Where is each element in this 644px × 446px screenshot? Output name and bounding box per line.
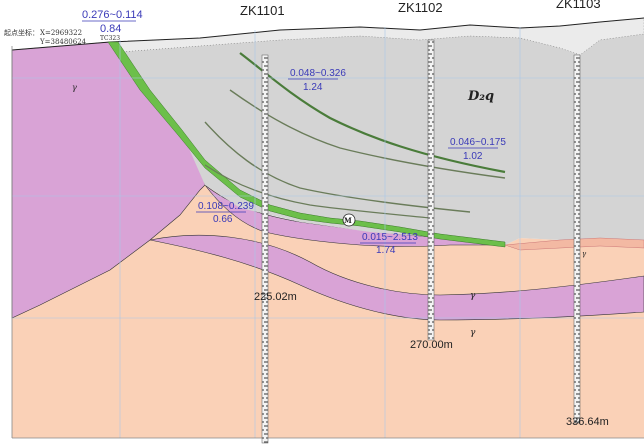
formation-label-devonian: D₂q bbox=[467, 89, 494, 104]
borehole-label-zk1101: ZK1101 bbox=[240, 3, 285, 18]
ore-seam-3 bbox=[204, 121, 471, 213]
sample-thickness-s1: 1.24 bbox=[303, 82, 323, 93]
sample-thickness-s3: 0.66 bbox=[213, 214, 233, 225]
granite-label-left: γ bbox=[72, 83, 77, 92]
sample-range-s3: 0.108~0.239 bbox=[198, 201, 254, 212]
sample-range-s2: 0.046~0.175 bbox=[450, 137, 506, 148]
depth-label-zk1103: 336.64m bbox=[566, 416, 609, 428]
borehole-zk1102 bbox=[427, 39, 435, 341]
granite-middle-band bbox=[149, 234, 644, 321]
header-sample-code: TC323 bbox=[100, 35, 120, 42]
granite-label-lower: γ bbox=[470, 328, 476, 338]
sample-thickness-s2: 1.02 bbox=[463, 151, 483, 162]
header-sample-bottom: 0.84 bbox=[100, 23, 121, 35]
ore-seam-4 bbox=[204, 164, 431, 219]
header-sample-top: 0.276~0.114 bbox=[82, 9, 143, 21]
limestone-body bbox=[110, 18, 644, 245]
ore-body-marker-label: M bbox=[344, 216, 352, 225]
borehole-label-zk1103: ZK1103 bbox=[556, 0, 601, 11]
borehole-label-zk1102: ZK1102 bbox=[398, 0, 443, 15]
origin-title: 起点坐标： bbox=[4, 28, 39, 37]
ore-body-marker bbox=[342, 213, 356, 227]
ore-body-contact bbox=[107, 41, 506, 248]
depth-label-zk1102: 270.00m bbox=[410, 339, 453, 351]
borehole-zk1101 bbox=[261, 54, 269, 444]
depth-label-zk1101: 225.02m bbox=[254, 291, 297, 303]
topographic-line bbox=[11, 17, 644, 51]
origin-y: Y=38480624 bbox=[39, 38, 87, 46]
sample-thickness-s4: 1.74 bbox=[376, 245, 396, 256]
surface-cover bbox=[109, 17, 644, 56]
sample-range-s1: 0.048~0.326 bbox=[290, 68, 346, 79]
origin-x: X=2969322 bbox=[40, 29, 82, 37]
granite-label-band: γ bbox=[470, 291, 476, 301]
sample-range-s4: 0.015~2.513 bbox=[362, 232, 418, 243]
borehole-zk1103 bbox=[573, 54, 581, 424]
granite-label-right: γ bbox=[582, 250, 587, 258]
